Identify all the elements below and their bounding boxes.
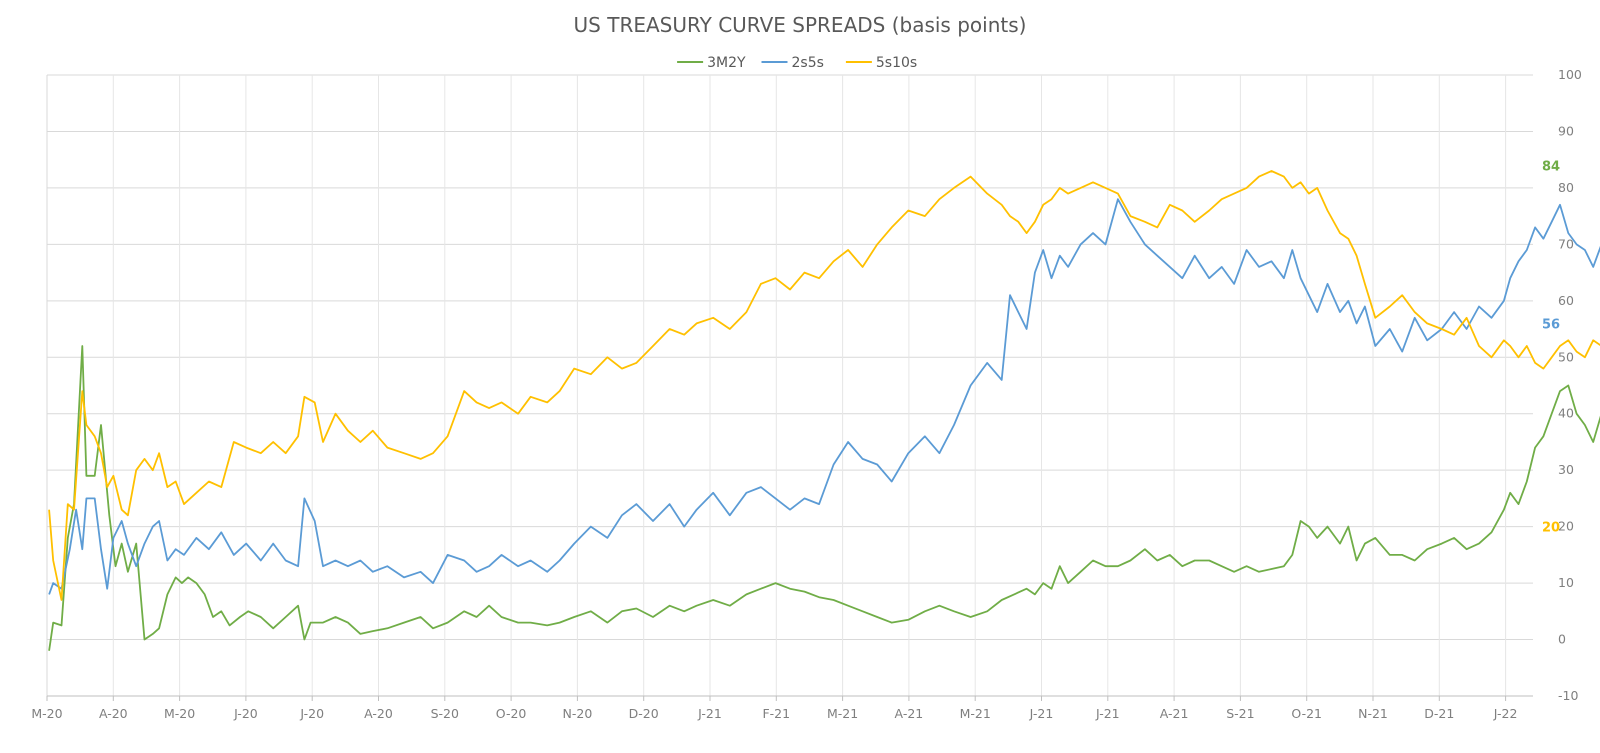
grid-lines xyxy=(46,74,1533,697)
x-tick-label: N-20 xyxy=(563,706,593,721)
series-line-5s10s xyxy=(48,170,1600,601)
y-tick-label: 10 xyxy=(1558,575,1574,590)
y-tick-label: -10 xyxy=(1558,688,1578,703)
x-tick-label: J-21 xyxy=(1095,706,1120,721)
x-tick-label: J-21 xyxy=(1029,706,1054,721)
end-labels: 84 56 20 xyxy=(1542,159,1560,535)
y-tick-label: 40 xyxy=(1558,406,1574,421)
end-label-5s10s: 20 xyxy=(1542,521,1560,536)
x-tick-label: M-21 xyxy=(827,706,858,721)
x-tick-label: A-20 xyxy=(364,706,393,721)
end-label-3m2y: 84 xyxy=(1542,159,1560,174)
x-tick-label: O-21 xyxy=(1291,706,1322,721)
x-tick-label: A-21 xyxy=(895,706,924,721)
series-line-3m2y xyxy=(48,345,1600,651)
x-tick-label: N-21 xyxy=(1358,706,1388,721)
series-lines xyxy=(48,170,1600,651)
x-tick-label: D-21 xyxy=(1424,706,1454,721)
x-tick-label: M-20 xyxy=(164,706,195,721)
x-tick-label: J-20 xyxy=(233,706,258,721)
x-tick-label: S-21 xyxy=(1226,706,1254,721)
y-tick-label: 80 xyxy=(1558,180,1574,195)
x-tick-label: O-20 xyxy=(496,706,527,721)
y-tick-label: 0 xyxy=(1558,632,1566,647)
legend: 3M2Y 2s5s 5s10s xyxy=(677,55,917,71)
y-tick-label: 60 xyxy=(1558,293,1574,308)
y-axis: -10 0 10 20 30 40 50 60 70 80 90 100 xyxy=(1558,67,1582,703)
series-line-2s5s xyxy=(48,198,1600,595)
y-tick-label: 50 xyxy=(1558,349,1574,364)
y-tick-label: 20 xyxy=(1558,519,1574,534)
y-tick-label: 100 xyxy=(1558,67,1582,82)
y-tick-label: 90 xyxy=(1558,123,1574,138)
legend-label-5s10s: 5s10s xyxy=(876,55,917,71)
x-tick-label: M-21 xyxy=(960,706,991,721)
end-label-2s5s: 56 xyxy=(1542,317,1560,332)
x-tick-label: M-20 xyxy=(31,706,62,721)
chart-title: US TREASURY CURVE SPREADS (basis points) xyxy=(574,13,1027,37)
y-tick-label: 70 xyxy=(1558,236,1574,251)
x-tick-label: A-21 xyxy=(1160,706,1189,721)
x-tick-label: J-21 xyxy=(697,706,722,721)
x-tick-label: J-20 xyxy=(299,706,324,721)
y-tick-label: 30 xyxy=(1558,462,1574,477)
x-tick-label: F-21 xyxy=(762,706,790,721)
x-tick-label: S-20 xyxy=(431,706,459,721)
x-tick-label: D-20 xyxy=(629,706,659,721)
legend-label-3m2y: 3M2Y xyxy=(707,55,746,71)
x-tick-label: J-22 xyxy=(1493,706,1518,721)
x-tick-label: A-20 xyxy=(99,706,128,721)
legend-label-2s5s: 2s5s xyxy=(792,55,824,71)
x-axis: M-20 A-20 M-20 J-20 J-20 A-20 S-20 O-20 N-20 D-20… xyxy=(31,696,1517,721)
